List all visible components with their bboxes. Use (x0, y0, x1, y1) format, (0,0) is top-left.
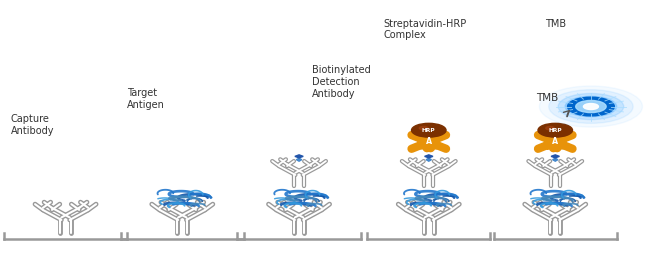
Circle shape (549, 90, 633, 123)
Text: Target
Antigen: Target Antigen (127, 88, 165, 110)
Text: Streptavidin-HRP
Complex: Streptavidin-HRP Complex (384, 19, 467, 40)
Polygon shape (551, 155, 560, 158)
Circle shape (576, 100, 606, 113)
Circle shape (584, 103, 599, 109)
Polygon shape (426, 158, 432, 161)
Polygon shape (295, 155, 304, 158)
Circle shape (411, 123, 446, 137)
Circle shape (558, 93, 624, 120)
Circle shape (567, 97, 614, 116)
Text: Capture
Antibody: Capture Antibody (10, 114, 54, 136)
Text: A: A (426, 138, 432, 146)
Text: TMB: TMB (545, 19, 566, 29)
Circle shape (540, 86, 642, 127)
Circle shape (538, 123, 573, 137)
Polygon shape (552, 158, 558, 161)
Polygon shape (296, 158, 302, 161)
Text: HRP: HRP (422, 128, 436, 133)
Circle shape (565, 96, 617, 117)
Circle shape (419, 126, 428, 130)
Text: A: A (552, 138, 558, 146)
Text: TMB: TMB (536, 93, 558, 103)
Text: Biotinylated
Detection
Antibody: Biotinylated Detection Antibody (312, 65, 370, 99)
Circle shape (546, 126, 554, 130)
Polygon shape (424, 155, 433, 158)
Text: HRP: HRP (549, 128, 562, 133)
